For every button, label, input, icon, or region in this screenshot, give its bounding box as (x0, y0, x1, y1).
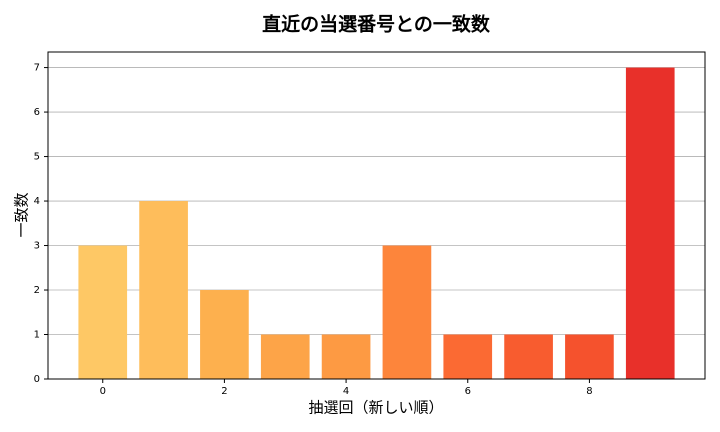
x-tick-label: 2 (221, 386, 227, 397)
x-tick-label: 4 (343, 386, 349, 397)
y-tick-label: 5 (34, 152, 40, 163)
bar (260, 334, 310, 379)
bar (382, 245, 432, 379)
bar (78, 245, 128, 379)
y-axis-label: 一致数 (13, 192, 31, 237)
x-tick-label: 8 (586, 386, 592, 397)
y-tick-label: 0 (34, 374, 40, 385)
y-tick-label: 1 (34, 330, 40, 341)
y-tick-label: 6 (34, 107, 40, 118)
chart-title: 直近の当選番号との一致数 (262, 13, 491, 36)
bar (139, 201, 188, 379)
y-tick-label: 4 (34, 196, 40, 207)
plot-frame (47, 51, 706, 380)
bar (200, 290, 249, 379)
x-tick-label: 0 (100, 386, 106, 397)
x-axis-label: 抽選回（新しい順） (308, 399, 443, 417)
bar (625, 67, 675, 380)
x-tick-label: 6 (465, 386, 471, 397)
bar (443, 334, 493, 379)
y-tick-label: 3 (34, 241, 40, 252)
y-tick-label: 2 (34, 285, 40, 296)
bar (504, 334, 553, 379)
bar (321, 334, 371, 379)
y-tick-label: 7 (34, 63, 40, 74)
bar (565, 334, 614, 379)
